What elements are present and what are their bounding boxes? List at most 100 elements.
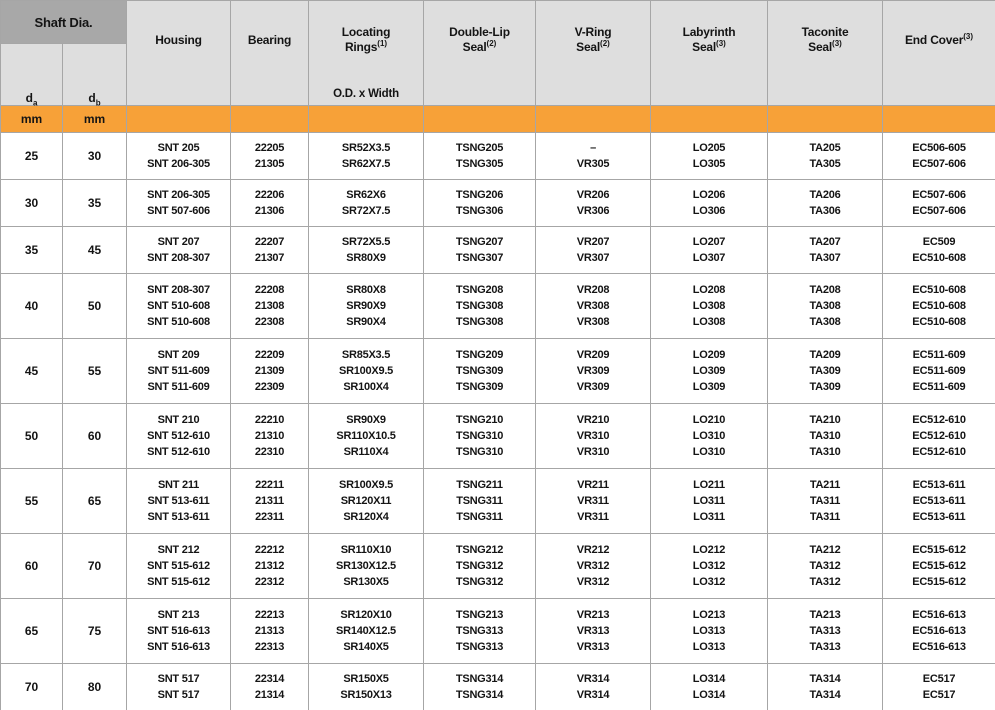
- part-number: TSNG309: [455, 381, 504, 393]
- part-number: EC513-611: [912, 511, 966, 523]
- shaft-db-cell: 55: [62, 338, 127, 404]
- part-number: TSNG314: [455, 673, 504, 685]
- part-number: TA308: [809, 300, 841, 312]
- part-number: SR80X8: [346, 284, 386, 296]
- column-header-taconite-seal: Taconite Seal(3): [767, 0, 883, 106]
- part-number: TSNG208: [455, 284, 504, 296]
- end-cover-cell: EC516-613 EC516-613 EC516-613: [882, 598, 995, 664]
- locating-rings-cell: SR150X5 SR150X13: [308, 663, 424, 710]
- column-header-bearing: Bearing: [230, 0, 309, 106]
- part-number: SR62X7.5: [341, 158, 391, 170]
- taconite-seal-cell: TA213 TA313 TA313: [767, 598, 883, 664]
- part-number: LO309: [692, 381, 726, 393]
- column-header-label: V-Ring: [574, 25, 612, 39]
- part-number: VR310: [576, 446, 610, 458]
- part-number: 21311: [255, 495, 284, 507]
- part-number: 21314: [254, 689, 285, 701]
- part-number: SR62X6: [346, 189, 386, 201]
- unit-cell-blank-double-lip-seal: [423, 105, 536, 133]
- part-number: 22310: [254, 446, 285, 458]
- labyrinth-seal-cell: LO213 LO313 LO313: [650, 598, 768, 664]
- part-number: SNT 515-612: [147, 560, 210, 572]
- part-number: SR120X4: [343, 511, 389, 523]
- unit-cell-blank-labyrinth-seal: [650, 105, 768, 133]
- part-number: 22205: [254, 142, 285, 154]
- part-number: TSNG310: [455, 430, 504, 442]
- part-number: SR130X5: [343, 576, 389, 588]
- part-number: EC515-612: [912, 576, 966, 588]
- part-number: VR207: [576, 236, 610, 248]
- unit-cell-blank-housing: [126, 105, 231, 133]
- bearing-cell: 22206 21306: [230, 179, 309, 227]
- taconite-seal-cell: TA314 TA314: [767, 663, 883, 710]
- part-number: SNT 205: [157, 142, 200, 154]
- table-row: 30 35 SNT 206-305 SNT 507-606 22206 21306 SR62…: [0, 179, 995, 227]
- part-number: SNT 517: [157, 689, 200, 701]
- part-number: TA210: [809, 414, 841, 426]
- table-row: 65 75 SNT 213 SNT 516-613 SNT 516-613 22213 21…: [0, 598, 995, 664]
- part-number: EC512-610: [912, 446, 966, 458]
- part-number: 21305: [254, 158, 285, 170]
- table-row: 50 60 SNT 210 SNT 512-610 SNT 512-610 22210 21…: [0, 403, 995, 469]
- part-number: TA206: [809, 189, 841, 201]
- column-header-label: Labyrinth: [682, 25, 736, 39]
- part-number: TSNG314: [455, 689, 504, 701]
- part-number: EC510-608: [912, 252, 966, 264]
- part-number: TA311: [809, 495, 841, 507]
- part-number: EC517: [922, 689, 956, 701]
- part-number: LO205: [692, 142, 726, 154]
- taconite-seal-cell: TA209 TA309 TA309: [767, 338, 883, 404]
- end-cover-cell: EC510-608 EC510-608 EC510-608: [882, 273, 995, 339]
- part-number: TSNG306: [455, 205, 504, 217]
- table-header: Shaft Dia. Housing Bearing Locating Rings(1…: [0, 0, 995, 133]
- part-number: SNT 511-609: [147, 365, 210, 377]
- footnote-superscript: (3): [963, 31, 973, 41]
- part-number: TSNG205: [455, 142, 504, 154]
- part-number: SR120X11: [340, 495, 392, 507]
- unit-cell-blank-bearing: [230, 105, 309, 133]
- end-cover-cell: EC517 EC517: [882, 663, 995, 710]
- part-number: LO312: [692, 576, 726, 588]
- part-number: SR100X4: [343, 381, 389, 393]
- subcol-db-header: db: [62, 43, 127, 107]
- shaft-db-cell: 75: [62, 598, 127, 664]
- part-number: EC512-610: [912, 430, 966, 442]
- part-number: LO313: [692, 625, 726, 637]
- part-number: SNT 511-609: [147, 381, 210, 393]
- housing-cell: SNT 213 SNT 516-613 SNT 516-613: [126, 598, 231, 664]
- v-ring-seal-cell: VR206 VR306: [535, 179, 651, 227]
- v-ring-seal-cell: VR208 VR308 VR308: [535, 273, 651, 339]
- part-number: LO308: [692, 300, 726, 312]
- part-number: EC510-608: [912, 284, 966, 296]
- unit-cell-blank-end-cover: [882, 105, 995, 133]
- part-number: SR80X9: [346, 252, 386, 264]
- labyrinth-seal-cell: LO207 LO307: [650, 226, 768, 274]
- part-number: SR100X9.5: [338, 479, 393, 491]
- shaft-da-cell: 40: [0, 273, 63, 339]
- part-number: TSNG313: [455, 641, 504, 653]
- part-number: SR90X9: [346, 300, 386, 312]
- part-number: SNT 507-606: [147, 205, 210, 217]
- v-ring-seal-cell: VR210 VR310 VR310: [535, 403, 651, 469]
- part-number: LO314: [692, 673, 726, 685]
- double-lip-seal-cell: TSNG206 TSNG306: [423, 179, 536, 227]
- part-number: EC510-608: [912, 316, 966, 328]
- part-number: TA308: [809, 316, 841, 328]
- table-body: 25 30 SNT 205 SNT 206-305 22205 21305 SR52X3.5…: [0, 132, 995, 710]
- double-lip-seal-cell: TSNG314 TSNG314: [423, 663, 536, 710]
- part-number: LO211: [693, 479, 725, 491]
- part-number: SR52X3.5: [341, 142, 391, 154]
- part-number: SR72X5.5: [341, 236, 391, 248]
- column-header-label: Bearing: [247, 32, 292, 47]
- column-header-v-ring-seal: V-Ring Seal(2): [535, 0, 651, 106]
- unit-cell-blank-taconite-seal: [767, 105, 883, 133]
- part-number: SNT 208-307: [147, 284, 210, 296]
- v-ring-seal-cell: VR314 VR314: [535, 663, 651, 710]
- part-number: VR312: [576, 560, 610, 572]
- part-number: 21308: [254, 300, 285, 312]
- column-header-label: Locating: [341, 25, 391, 39]
- part-number: SR150X13: [340, 689, 392, 701]
- shaft-da-cell: 45: [0, 338, 63, 404]
- part-number: VR313: [576, 625, 610, 637]
